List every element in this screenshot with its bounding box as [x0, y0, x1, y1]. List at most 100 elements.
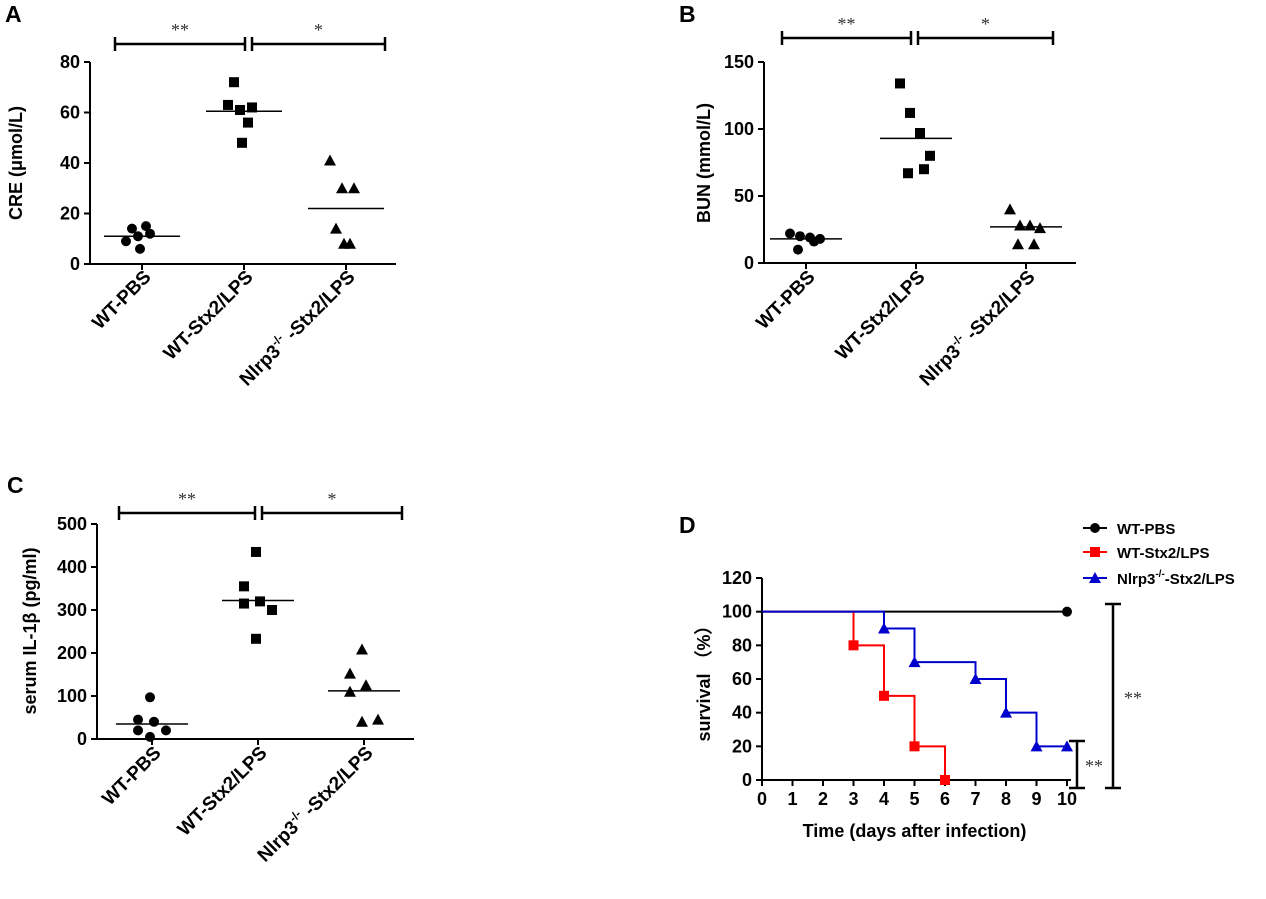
survival-point — [908, 656, 921, 668]
category-label: WT-PBS — [88, 267, 155, 334]
category-label: Nlrp3-/- -Stx2/LPS — [914, 265, 1040, 391]
data-point — [127, 223, 137, 234]
data-point — [255, 596, 265, 607]
significance-label: ** — [1085, 756, 1103, 776]
x-tick-label: 1 — [787, 789, 797, 809]
panel-label-a: A — [5, 1, 22, 27]
y-tick-label: 60 — [732, 669, 752, 689]
survival-point — [1030, 740, 1043, 752]
survival-curve — [762, 610, 946, 780]
legend-label-sup: -/- — [1155, 569, 1164, 580]
y-axis-label: survival （%） — [694, 616, 714, 741]
survival-point — [879, 690, 889, 701]
x-tick-label: 2 — [818, 789, 828, 809]
survival-point — [1061, 740, 1073, 752]
data-point — [1004, 203, 1016, 215]
data-point — [161, 725, 171, 736]
data-point — [247, 102, 257, 113]
data-point — [133, 725, 143, 736]
significance-label: ** — [838, 14, 856, 34]
y-tick-label: 0 — [742, 770, 752, 790]
x-tick-label: 8 — [1001, 789, 1011, 809]
legend-label: Nlrp3-/--Stx2/LPS — [1117, 569, 1235, 588]
x-tick-label: 4 — [879, 789, 889, 809]
significance-label: * — [314, 20, 323, 40]
data-point — [360, 679, 372, 691]
y-tick-label: 100 — [724, 119, 754, 139]
y-tick-label: 80 — [60, 52, 80, 72]
x-tick-label: 3 — [848, 789, 858, 809]
data-point — [348, 182, 360, 194]
data-point — [793, 244, 803, 255]
y-tick-label: 60 — [60, 103, 80, 123]
data-point — [895, 78, 905, 89]
y-tick-label: 500 — [57, 514, 87, 534]
data-point — [235, 104, 245, 115]
legend-label: WT-PBS — [1117, 521, 1175, 538]
y-tick-label: 0 — [77, 729, 87, 749]
legend-marker — [1090, 547, 1100, 557]
data-point — [903, 168, 913, 179]
significance-label: ** — [1124, 688, 1142, 708]
data-point — [251, 633, 261, 644]
data-point — [251, 546, 261, 557]
x-axis-label: Time (days after infection) — [803, 821, 1027, 841]
category-label-tail: -Stx2/LPS — [958, 267, 1039, 348]
significance-label: * — [981, 14, 990, 34]
y-tick-label: 100 — [57, 686, 87, 706]
data-point — [243, 117, 253, 128]
panel-b-scatter: 0 50 100 150 BUN (mmol/L) WT-PBS WT-Stx2/LPSNl… — [694, 14, 1076, 390]
legend-label-tail: -Stx2/LPS — [1165, 571, 1235, 588]
significance-label: ** — [171, 20, 189, 40]
y-tick-label: 400 — [57, 557, 87, 577]
data-point — [1028, 238, 1040, 250]
data-point — [905, 107, 915, 118]
survival-point — [909, 741, 920, 752]
y-tick-label: 40 — [60, 153, 80, 173]
panel-label-d: D — [679, 512, 696, 538]
data-point — [267, 605, 277, 615]
legend-marker — [1089, 572, 1101, 583]
y-tick-label: 100 — [722, 602, 752, 622]
category-label: WT-Stx2/LPS — [174, 743, 272, 841]
y-tick-label: 0 — [744, 253, 754, 273]
data-point — [915, 128, 925, 139]
category-label: WT-Stx2/LPS — [832, 267, 930, 365]
y-tick-label: 200 — [57, 643, 87, 663]
category-label-tail: -Stx2/LPS — [296, 743, 377, 824]
y-tick-label: 120 — [722, 568, 752, 588]
data-point — [133, 714, 143, 725]
y-tick-label: 20 — [732, 736, 752, 756]
data-point — [237, 137, 247, 148]
data-point — [223, 99, 233, 110]
category-label: WT-Stx2/LPS — [160, 267, 258, 365]
y-axis-label: BUN (mmol/L) — [694, 103, 714, 223]
data-point — [121, 236, 131, 247]
legend-label-main: Nlrp3 — [1117, 571, 1155, 588]
x-tick-label: 7 — [970, 789, 980, 809]
survival-point — [1062, 606, 1072, 617]
x-tick-label: 5 — [909, 789, 919, 809]
data-point — [1034, 222, 1046, 234]
survival-point — [878, 622, 890, 634]
legend-label: WT-Stx2/LPS — [1117, 545, 1210, 562]
category-label: WT-PBS — [98, 743, 165, 810]
y-tick-label: 20 — [60, 204, 80, 224]
y-tick-label: 40 — [732, 703, 752, 723]
y-axis-label: serum IL-1β (pg/ml) — [20, 547, 40, 714]
data-point — [336, 182, 348, 194]
data-point — [919, 164, 929, 175]
panel-label-b: B — [679, 1, 696, 27]
data-point — [229, 77, 239, 88]
data-point — [239, 598, 249, 609]
y-tick-label: 80 — [732, 635, 752, 655]
significance-label: ** — [178, 489, 196, 509]
data-point — [145, 731, 155, 742]
category-label-tail: -Stx2/LPS — [278, 267, 359, 348]
y-tick-label: 150 — [724, 52, 754, 72]
data-point — [356, 643, 368, 655]
y-tick-label: 0 — [70, 254, 80, 274]
x-tick-label: 10 — [1057, 789, 1077, 809]
